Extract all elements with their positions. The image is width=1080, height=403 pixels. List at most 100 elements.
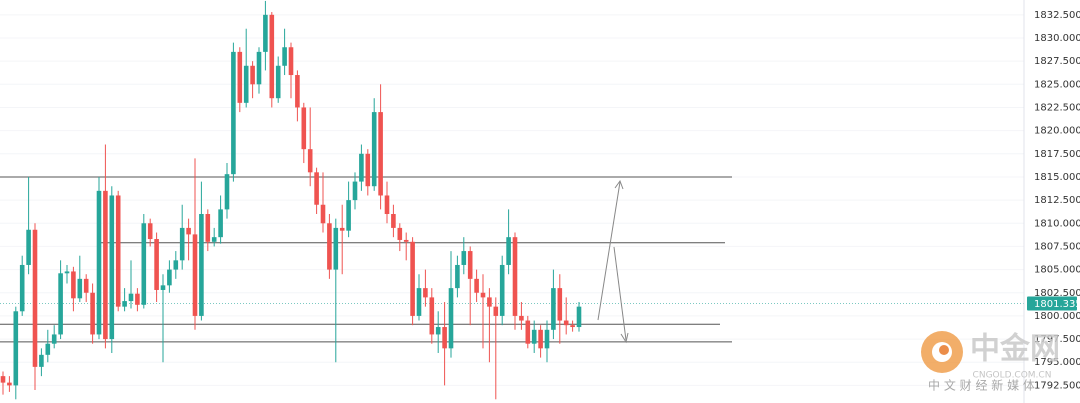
candle-body bbox=[19, 264, 25, 312]
candle-body bbox=[301, 107, 307, 150]
candle-body bbox=[525, 320, 531, 344]
candle-body bbox=[557, 288, 563, 321]
watermark: 中金网 CNGOLD.COM.CN 中 文 财 经 新 媒 体 bbox=[921, 331, 1060, 393]
candle-body bbox=[263, 14, 268, 52]
candle-body bbox=[429, 297, 435, 335]
grid bbox=[0, 14, 1024, 386]
y-tick-label: 1797.500 bbox=[1034, 334, 1080, 345]
candle-body bbox=[448, 288, 454, 349]
candle-body bbox=[154, 239, 159, 290]
candle-body bbox=[64, 271, 70, 274]
arrow-down bbox=[613, 246, 627, 341]
candle-body bbox=[288, 47, 294, 76]
candle-body bbox=[39, 354, 44, 367]
candle-body bbox=[295, 75, 300, 108]
candle-body bbox=[122, 301, 127, 307]
candle-body bbox=[499, 264, 505, 316]
candle-body bbox=[435, 327, 441, 335]
candle-body bbox=[474, 278, 479, 293]
logo-dot bbox=[939, 345, 949, 355]
candle-body bbox=[109, 195, 115, 340]
watermark-domain: CNGOLD.COM.CN bbox=[973, 371, 1052, 381]
candle-body bbox=[493, 306, 499, 316]
y-tick-label: 1827.500 bbox=[1034, 56, 1080, 67]
last-price-label: 1801.335 bbox=[1034, 299, 1080, 310]
candle-body bbox=[512, 237, 518, 316]
candle-body bbox=[90, 292, 95, 335]
candle-body bbox=[563, 320, 569, 326]
candle-body bbox=[371, 112, 377, 187]
candle-body bbox=[352, 181, 358, 201]
candle-body bbox=[333, 227, 339, 270]
y-tick-label: 1820.000 bbox=[1034, 126, 1080, 137]
candle-body bbox=[410, 241, 415, 316]
candle-body bbox=[327, 223, 332, 270]
candle-body bbox=[77, 278, 83, 299]
candle-body bbox=[32, 229, 38, 367]
candle-body bbox=[128, 293, 134, 302]
y-tick-label: 1832.500 bbox=[1034, 10, 1080, 21]
candle-body bbox=[224, 174, 230, 210]
y-tick-label: 1807.500 bbox=[1034, 241, 1080, 252]
candle-body bbox=[179, 227, 185, 261]
candle-body bbox=[135, 293, 140, 305]
y-tick-label: 1792.500 bbox=[1034, 380, 1080, 391]
candle-body bbox=[103, 190, 108, 340]
candle-body bbox=[480, 292, 486, 298]
candle-body bbox=[0, 376, 6, 383]
y-tick-label: 1825.000 bbox=[1034, 79, 1080, 90]
candle-body bbox=[51, 334, 57, 344]
candle-body bbox=[531, 329, 537, 344]
y-tick-label: 1795.000 bbox=[1034, 357, 1080, 368]
candle-body bbox=[391, 214, 396, 228]
watermark-name: 中金网 bbox=[970, 332, 1060, 367]
candle-body bbox=[83, 278, 89, 293]
candle-body bbox=[173, 260, 179, 270]
candle-body bbox=[231, 51, 236, 175]
candle-body bbox=[58, 273, 63, 335]
price-axis: 1792.500 1795.000 1797.500 1800.000 1802.500… bbox=[1027, 10, 1080, 391]
y-tick-label: 1812.500 bbox=[1034, 195, 1080, 206]
candle-body bbox=[147, 223, 153, 240]
candle-body bbox=[487, 297, 492, 307]
candle-body bbox=[519, 315, 524, 321]
candle-body bbox=[45, 343, 51, 355]
candle-body bbox=[442, 327, 447, 349]
candle-body bbox=[269, 14, 275, 99]
candle-body bbox=[359, 153, 364, 182]
candle-body bbox=[275, 65, 281, 99]
candle-body bbox=[282, 47, 287, 66]
candle-body bbox=[416, 288, 422, 316]
candle-body bbox=[167, 269, 172, 286]
candle-body bbox=[346, 200, 351, 231]
y-tick-label: 1805.000 bbox=[1034, 265, 1080, 276]
candle-body bbox=[243, 65, 249, 103]
candle-body bbox=[320, 204, 326, 224]
candle-body bbox=[365, 153, 371, 187]
candle-body bbox=[192, 234, 198, 316]
candle-body bbox=[506, 237, 511, 265]
arrows bbox=[597, 179, 629, 344]
candle-body bbox=[115, 195, 121, 307]
candle-body bbox=[576, 306, 582, 328]
y-tick-label: 1802.500 bbox=[1034, 288, 1080, 299]
candle-body bbox=[455, 264, 460, 289]
candle-body bbox=[141, 223, 147, 305]
candle-body bbox=[378, 112, 383, 196]
candle-body bbox=[13, 311, 19, 386]
candle-body bbox=[71, 271, 76, 299]
candle-body bbox=[339, 227, 345, 231]
candle-body bbox=[551, 288, 556, 330]
candle-body bbox=[237, 51, 243, 103]
y-tick-label: 1817.500 bbox=[1034, 149, 1080, 160]
arrow-up bbox=[597, 181, 621, 321]
arrow-head bbox=[620, 332, 629, 344]
y-tick-label: 1810.000 bbox=[1034, 218, 1080, 229]
candle-body bbox=[538, 329, 543, 349]
candle-body bbox=[384, 195, 390, 215]
y-tick-label: 1822.500 bbox=[1034, 102, 1080, 113]
last-price-box bbox=[1027, 296, 1077, 311]
y-tick-label: 1815.000 bbox=[1034, 172, 1080, 183]
